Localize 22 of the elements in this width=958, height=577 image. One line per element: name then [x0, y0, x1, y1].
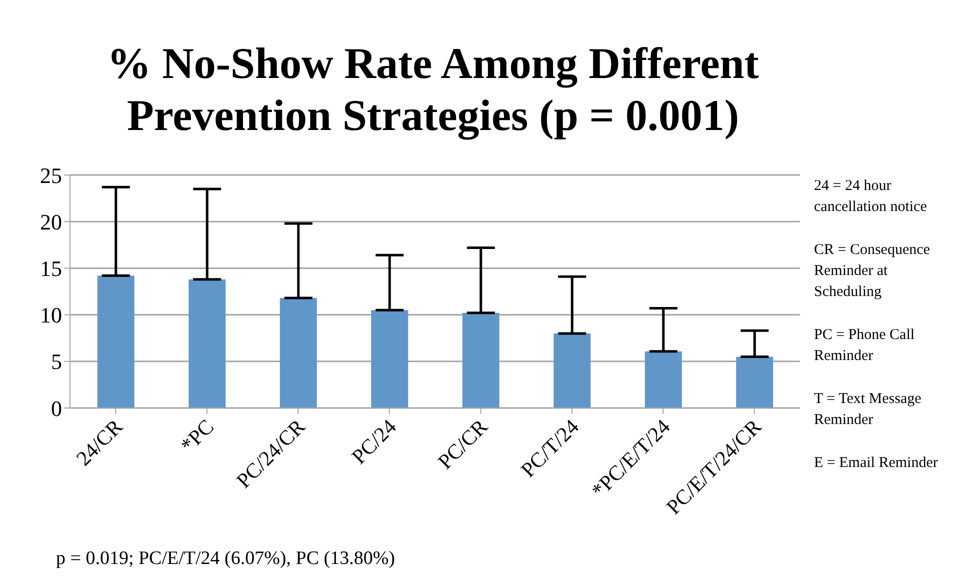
text: 24 = 24 hour cancellation notice: [814, 177, 928, 217]
bar: [736, 356, 774, 408]
bar: [644, 351, 682, 408]
bar: [280, 298, 317, 408]
y-tick-label: 15: [40, 256, 62, 282]
text: CR = Consequence Reminder at Scheduling: [814, 241, 931, 302]
bar: [371, 310, 408, 408]
chart-title: % No-Show Rate Among Different Prevention Strategies (p = 0.001): [106, 38, 760, 142]
text: T = Text Message Reminder: [814, 390, 922, 430]
bar: [554, 333, 591, 408]
text: p = 0.019; PC/E/T/24 (6.07%), PC (13.80%): [56, 548, 395, 570]
text: PC = Phone Call Reminder: [814, 326, 916, 366]
bar: [462, 312, 500, 408]
y-tick-label: 20: [40, 209, 62, 234]
y-tick-label: 25: [40, 162, 62, 188]
y-tick-label: 10: [40, 302, 62, 328]
y-tick-label: 5: [51, 349, 62, 374]
text: E = Email Reminder: [814, 454, 939, 473]
x-tick-label: *PC: [176, 414, 218, 458]
bar: [188, 279, 226, 408]
bar: [97, 276, 134, 408]
y-tick-label: 0: [51, 396, 62, 421]
